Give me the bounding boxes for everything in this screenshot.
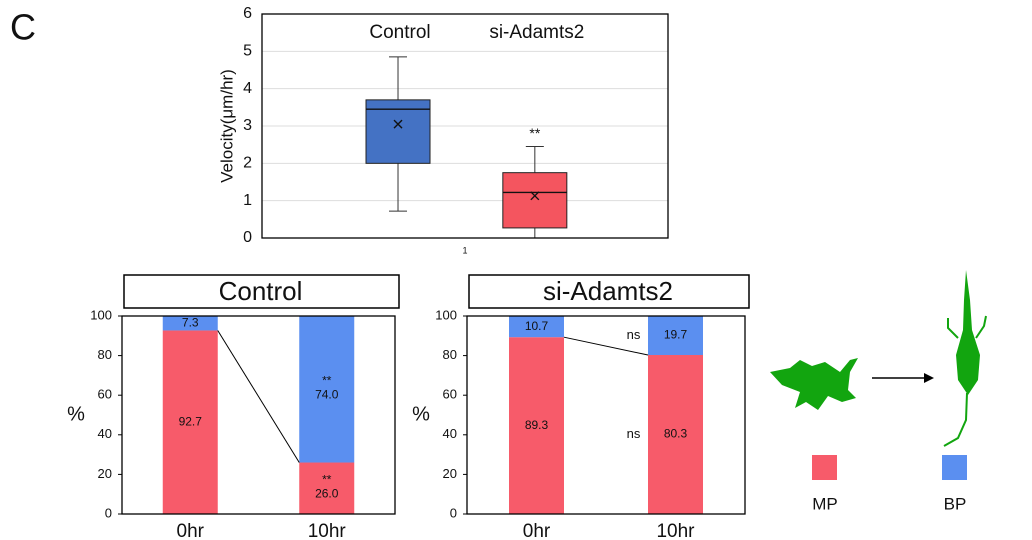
legend-swatch: [942, 455, 967, 480]
y-tick-label: 60: [98, 387, 112, 402]
x-tick-label: 10hr: [656, 521, 695, 540]
y-tick-label: 20: [443, 466, 457, 481]
value-label: 89.3: [525, 418, 549, 432]
y-tick-label: 40: [98, 426, 112, 441]
y-tick-label: 3: [243, 117, 252, 134]
x-tick-label: 0hr: [177, 521, 205, 540]
x-tick-label: 0hr: [523, 521, 551, 540]
value-label: 26.0: [315, 486, 339, 500]
figure: C MP BP 0 1 2 3 4 5 6 Velocity(μm/hr) 1 Control si-A…: [0, 0, 1032, 540]
y-tick-label: 80: [98, 347, 112, 362]
legend-label: BP: [944, 494, 967, 513]
y-tick-label: 20: [98, 466, 112, 481]
significance: **: [322, 472, 332, 486]
multipolar-cell: [770, 358, 858, 410]
y-tick-label: 100: [435, 307, 457, 322]
significance: ns: [627, 327, 641, 342]
legend-label: Control: [369, 22, 430, 43]
value-label: 19.7: [664, 328, 688, 342]
y-tick-label: 100: [90, 307, 112, 322]
value-label: 10.7: [525, 319, 549, 333]
legend-label: MP: [812, 494, 838, 513]
box: [503, 173, 567, 228]
value-label: 7.3: [182, 315, 199, 329]
y-tick-label: 0: [450, 505, 457, 520]
legend-swatch: [812, 455, 837, 480]
y-tick-label: 60: [443, 387, 457, 402]
legend-label: si-Adamts2: [489, 22, 584, 43]
chart-title: Control: [219, 276, 303, 306]
value-label: 74.0: [315, 387, 339, 401]
y-tick-label: 5: [243, 43, 252, 60]
x-tick-label: 10hr: [308, 521, 347, 540]
value-label: 92.7: [179, 414, 203, 428]
chart-title: si-Adamts2: [543, 276, 673, 306]
x-tick-label: 1: [462, 245, 467, 255]
y-tick-label: 40: [443, 426, 457, 441]
arrow-head: [924, 373, 934, 383]
y-tick-label: 4: [243, 80, 252, 97]
y-tick-label: 2: [243, 155, 252, 172]
y-tick-label: 0: [243, 229, 252, 246]
significance: ns: [627, 426, 641, 441]
significance: **: [322, 373, 332, 387]
y-tick-label: 1: [243, 192, 252, 209]
panel-label: C: [10, 7, 36, 48]
connector: [218, 330, 300, 462]
y-tick-label: 80: [443, 347, 457, 362]
y-tick-label: 6: [243, 5, 252, 22]
y-axis-label: %: [412, 403, 430, 425]
bipolar-cell: [956, 270, 980, 395]
y-axis-label: %: [67, 403, 85, 425]
y-axis-label: Velocity(μm/hr): [217, 69, 236, 183]
y-tick-label: 0: [105, 505, 112, 520]
significance: **: [529, 125, 540, 141]
value-label: 80.3: [664, 427, 688, 441]
